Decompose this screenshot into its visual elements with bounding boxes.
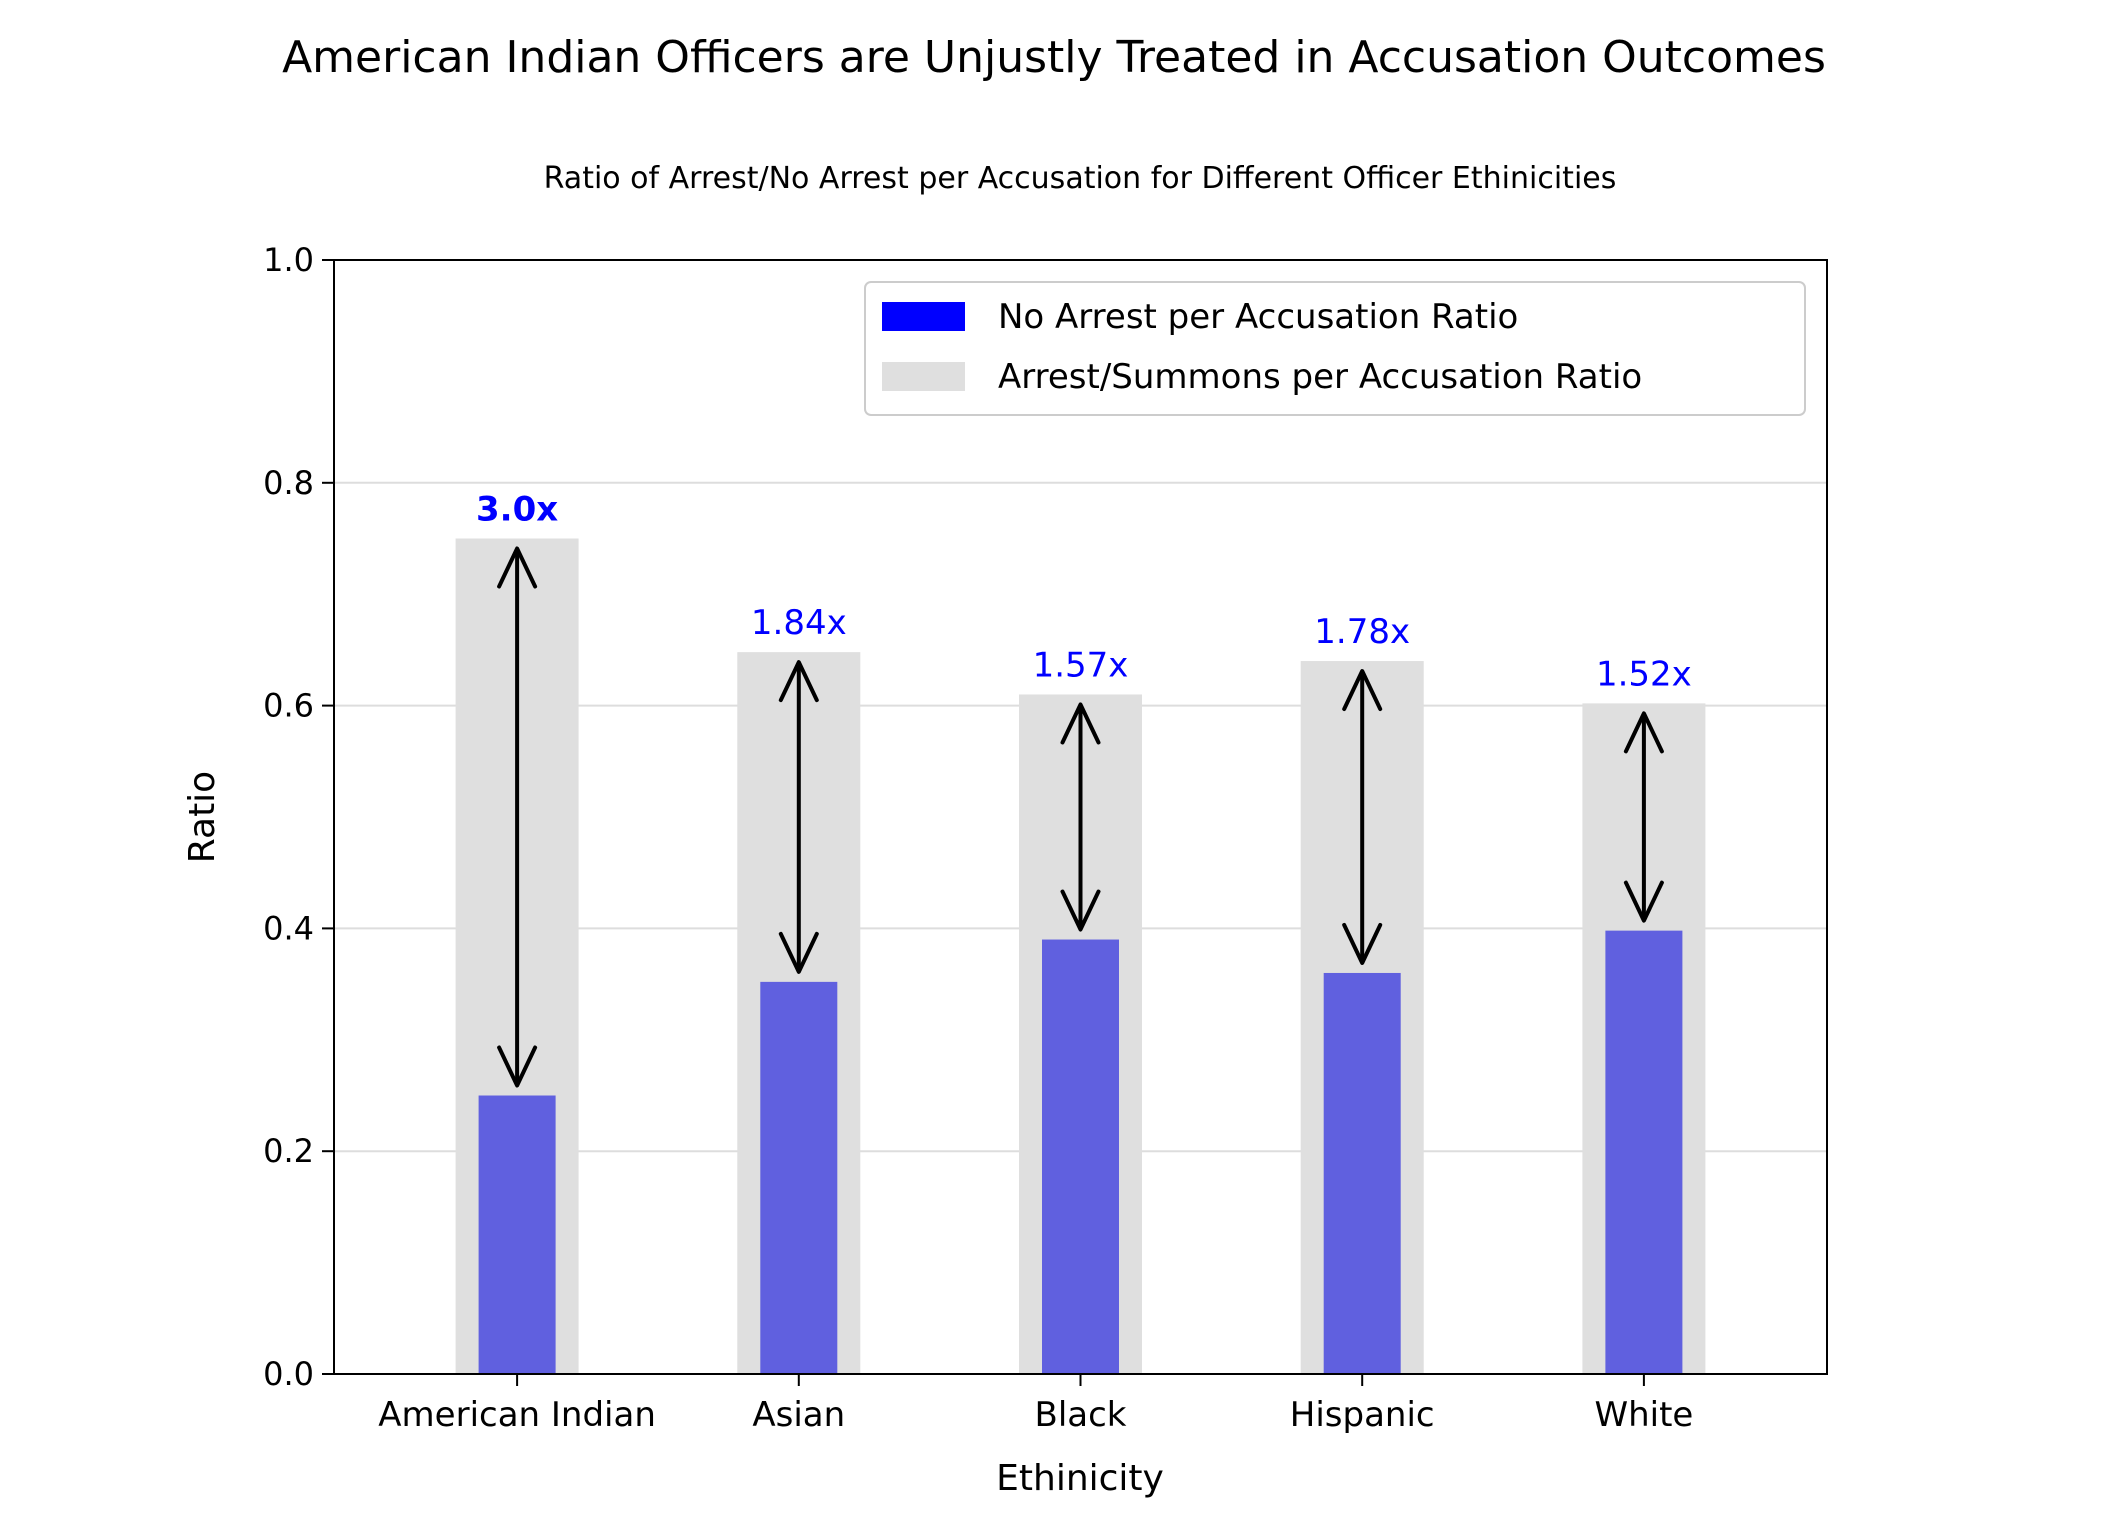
y-axis: 0.0 0.2 0.4 0.6 0.8 1.0 <box>263 241 334 1393</box>
y-tick-label: 1.0 <box>263 241 314 279</box>
x-tick-label: Hispanic <box>1290 1395 1435 1435</box>
bar-no-arrest <box>760 981 838 1374</box>
ratio-annotation: 1.57x <box>1033 645 1129 685</box>
legend-label-arrest-summons: Arrest/Summons per Accusation Ratio <box>998 357 1642 397</box>
chart-title: American Indian Officers are Unjustly Tr… <box>282 32 1826 83</box>
bar-no-arrest <box>1323 972 1401 1374</box>
ratio-annotation: 1.78x <box>1314 612 1410 652</box>
ratio-annotations: 3.0x 1.84x 1.57x 1.78x 1.52x <box>476 490 1692 695</box>
ratio-annotation: 3.0x <box>476 490 558 530</box>
chart-subtitle: Ratio of Arrest/No Arrest per Accusation… <box>544 161 1617 196</box>
x-axis-label: Ethinicity <box>996 1458 1164 1499</box>
arrow-head-top <box>1060 702 1101 745</box>
x-tick-label: Asian <box>752 1395 845 1435</box>
legend-label-no-arrest: No Arrest per Accusation Ratio <box>998 297 1518 337</box>
x-tick-label: Black <box>1035 1395 1127 1435</box>
ratio-annotation: 1.52x <box>1596 654 1692 694</box>
y-tick-label: 0.4 <box>263 909 314 947</box>
legend: No Arrest per Accusation Ratio Arrest/Su… <box>864 281 1806 416</box>
ratio-annotation: 1.84x <box>751 603 847 643</box>
arrow-head-top <box>778 660 819 703</box>
arrow-head-bottom <box>497 1045 538 1088</box>
legend-swatch-arrest-summons <box>882 362 965 391</box>
arrow-head-bottom <box>778 931 819 974</box>
arrow-head-bottom <box>1623 880 1664 923</box>
bar-no-arrest <box>1605 930 1683 1374</box>
x-axis: American Indian Asian Black Hispanic White <box>378 1374 1693 1435</box>
x-tick-label: American Indian <box>378 1395 656 1435</box>
x-tick-label: White <box>1594 1395 1693 1435</box>
y-tick-label: 0.6 <box>263 687 314 725</box>
bar-no-arrest <box>1042 939 1119 1374</box>
arrow-head-bottom <box>1342 922 1383 965</box>
ratio-arrows <box>497 546 1664 1088</box>
y-tick-label: 0.0 <box>263 1355 314 1393</box>
legend-swatch-no-arrest <box>882 302 965 331</box>
y-tick-label: 0.2 <box>263 1132 314 1170</box>
arrow-head-top <box>497 546 538 589</box>
arrow-head-top <box>1342 669 1383 712</box>
arrow-head-top <box>1623 711 1664 754</box>
bar-no-arrest <box>478 1095 556 1374</box>
arrow-head-bottom <box>1060 889 1101 932</box>
y-axis-label: Ratio <box>182 771 223 863</box>
y-tick-label: 0.8 <box>263 464 314 502</box>
legend-box <box>864 281 1806 416</box>
